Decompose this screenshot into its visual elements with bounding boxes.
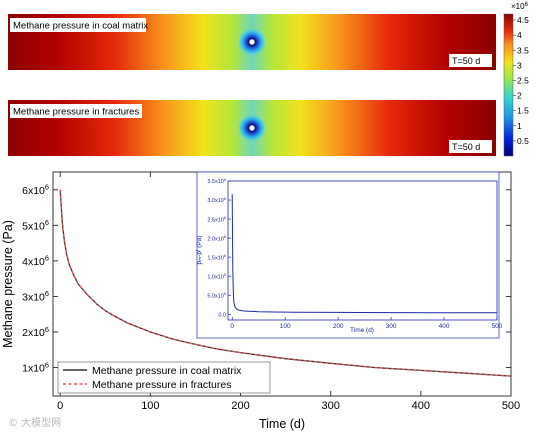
- main-x-tick-label: 200: [231, 400, 249, 412]
- heatmap-fracture-panel: Methane pressure in fractures T=50 d: [8, 100, 496, 156]
- inset-y-tick-label: 1.5x106: [207, 254, 226, 261]
- inset-x-tick-label: 100: [280, 323, 291, 330]
- inset-x-tick-label: 400: [439, 323, 450, 330]
- main-y-axis-label: Methane pressure (Pa): [1, 220, 15, 348]
- main-y-tick-label: 4x106: [22, 254, 49, 268]
- colorbar-tick-label: 1.5: [517, 106, 529, 116]
- heatmap-fracture-well: [238, 114, 266, 142]
- colorbar-tick-label: 3: [517, 60, 522, 70]
- colorbar-ticks: 4.5 4 3.5 3 2.5 2 1.5 1 0.5: [513, 15, 529, 146]
- inset-y-tick-label: 3.5x106: [207, 178, 226, 185]
- inset-chart: 0 100 200 300 400 500 0.0 5.0x105 1.0x106 1.5x106…: [196, 171, 503, 339]
- colorbar: ×106 4.5 4 3.5 3 2.5 2 1.5 1 0.5: [503, 2, 529, 157]
- heatmap-fracture-time-box: [449, 140, 492, 153]
- main-y-tick-label: 6x106: [22, 183, 49, 197]
- inset-x-axis-label: Time (d): [350, 327, 374, 334]
- main-y-tick-label: 3x106: [22, 289, 49, 303]
- inset-y-axis-label: pₘ-pᶠ (Pa): [196, 235, 203, 264]
- main-series: [59, 189, 512, 377]
- main-legend: Methane pressure in coal matrix Methane …: [57, 361, 271, 394]
- main-y-tick-label: 1x106: [22, 360, 49, 374]
- inset-y-tick-label: 0.0: [218, 312, 226, 318]
- colorbar-tick-label: 2: [517, 91, 522, 101]
- inset-y-tick-label: 2.0x106: [207, 235, 226, 242]
- inset-y-tick-label: 3.0x106: [207, 197, 226, 204]
- main-y-tick-label: 2x106: [22, 325, 49, 339]
- legend-label-matrix: Methane pressure in coal matrix: [92, 365, 242, 377]
- colorbar-tick-label: 4.5: [517, 15, 529, 25]
- legend-label-fracture: Methane pressure in fractures: [92, 379, 231, 391]
- inset-axes: 0 100 200 300 400 500 0.0 5.0x105 1.0x106 1.5x106…: [207, 178, 502, 330]
- colorbar-tick-label: 4: [517, 30, 522, 40]
- main-series-fracture-line: [59, 189, 512, 377]
- inset-plot-frame: [227, 180, 498, 321]
- colorbar-tick-label: 3.5: [517, 45, 529, 55]
- legend-box: [57, 361, 271, 394]
- colorbar-tick-label: 0.5: [517, 136, 529, 146]
- colorbar-gradient: [503, 13, 514, 157]
- main-x-tick-label: 100: [141, 400, 159, 412]
- inset-y-tick-label: 5.0x105: [207, 292, 226, 299]
- main-x-tick-label: 0: [57, 400, 63, 412]
- heatmap-matrix-time-box: [449, 54, 492, 67]
- heatmap-matrix-time: T=50 d: [452, 56, 480, 66]
- watermark: © 大模型网: [8, 418, 62, 429]
- inset-y-tick-label: 2.5x106: [207, 216, 226, 223]
- inset-x-tick-label: 200: [333, 323, 344, 330]
- inset-series: [231, 194, 498, 314]
- heatmap-matrix-well: [238, 28, 266, 56]
- main-x-tick-label: 300: [322, 400, 340, 412]
- heatmap-fracture-label-box: [10, 104, 142, 118]
- inset-y-tick-label: 1.0x106: [207, 273, 226, 280]
- main-x-axis-label: Time (d): [259, 417, 305, 431]
- heatmap-fracture-time: T=50 d: [452, 142, 480, 152]
- heatmap-matrix-label-box: [10, 18, 146, 32]
- inset-panel-frame: [196, 171, 500, 339]
- main-y-tick-label: 5x106: [22, 218, 49, 232]
- main-x-tick-label: 500: [502, 400, 520, 412]
- inset-series-line: [231, 194, 498, 314]
- inset-x-tick-label: 300: [386, 323, 397, 330]
- inset-x-tick-label: 0: [230, 323, 234, 330]
- main-x-tick-label: 400: [412, 400, 430, 412]
- heatmap-fracture-label: Methane pressure in fractures: [13, 107, 139, 118]
- inset-x-tick-label: 500: [492, 323, 503, 330]
- colorbar-multiplier: ×106: [511, 2, 529, 11]
- colorbar-tick-label: 1: [517, 121, 522, 131]
- heatmap-matrix-panel: Methane pressure in coal matrix T=50 d: [8, 14, 496, 70]
- main-axes: 0 100 200 300 400 500 1x106 2x106 3x106 4x106 5x10…: [22, 172, 520, 412]
- colorbar-tick-label: 2.5: [517, 75, 529, 85]
- heatmap-matrix-label: Methane pressure in coal matrix: [13, 21, 148, 32]
